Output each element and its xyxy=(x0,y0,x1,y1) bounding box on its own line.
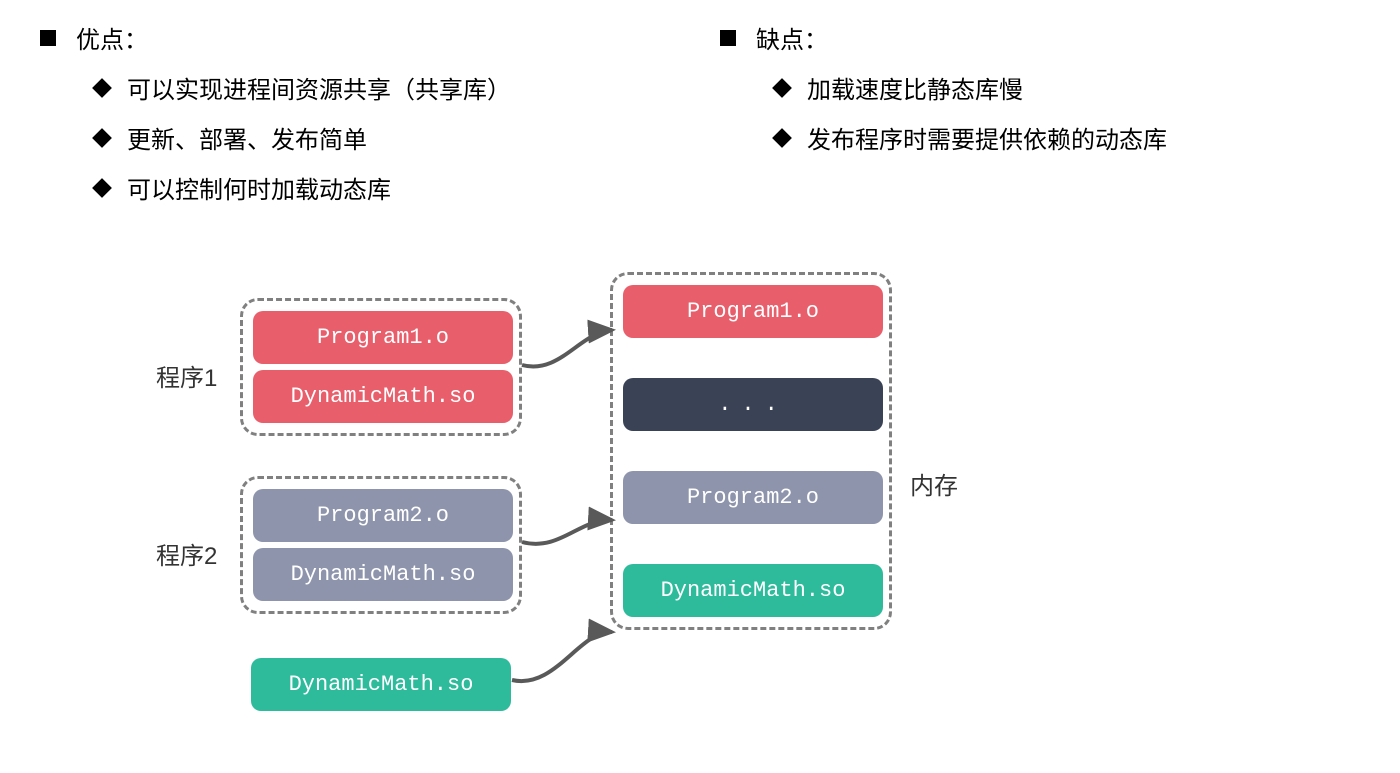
square-bullet-icon xyxy=(40,30,56,46)
advantages-column: 优点： 可以实现进程间资源共享（共享库） 更新、部署、发布简单 可以控制何时加载… xyxy=(40,20,680,220)
disadvantages-title: 缺点： xyxy=(756,20,828,55)
arrow-1 xyxy=(522,520,612,544)
diamond-bullet-icon xyxy=(92,178,112,198)
advantages-item: 可以实现进程间资源共享（共享库） xyxy=(95,70,680,105)
advantages-list: 可以实现进程间资源共享（共享库） 更新、部署、发布简单 可以控制何时加载动态库 xyxy=(95,70,680,205)
disadvantages-item: 发布程序时需要提供依赖的动态库 xyxy=(775,120,1360,155)
advantages-item-text: 可以实现进程间资源共享（共享库） xyxy=(127,70,511,105)
square-bullet-icon xyxy=(720,30,736,46)
advantages-title: 优点： xyxy=(76,20,148,55)
arrows-layer xyxy=(140,280,1240,750)
advantages-item-text: 更新、部署、发布简单 xyxy=(127,120,367,155)
diamond-bullet-icon xyxy=(772,78,792,98)
disadvantages-list: 加载速度比静态库慢 发布程序时需要提供依赖的动态库 xyxy=(775,70,1360,155)
diamond-bullet-icon xyxy=(772,128,792,148)
disadvantages-item: 加载速度比静态库慢 xyxy=(775,70,1360,105)
disadvantages-item-text: 发布程序时需要提供依赖的动态库 xyxy=(807,120,1167,155)
disadvantages-item-text: 加载速度比静态库慢 xyxy=(807,70,1023,105)
diamond-bullet-icon xyxy=(92,128,112,148)
advantages-item: 可以控制何时加载动态库 xyxy=(95,170,680,205)
diamond-bullet-icon xyxy=(92,78,112,98)
advantages-heading: 优点： xyxy=(40,20,680,55)
disadvantages-heading: 缺点： xyxy=(720,20,1360,55)
arrow-2 xyxy=(512,632,612,681)
advantages-item-text: 可以控制何时加载动态库 xyxy=(127,170,391,205)
disadvantages-column: 缺点： 加载速度比静态库慢 发布程序时需要提供依赖的动态库 xyxy=(720,20,1360,220)
advantages-item: 更新、部署、发布简单 xyxy=(95,120,680,155)
arrow-0 xyxy=(522,330,612,367)
diagram-area: Program1.oDynamicMath.soProgram2.oDynami… xyxy=(140,280,1240,750)
